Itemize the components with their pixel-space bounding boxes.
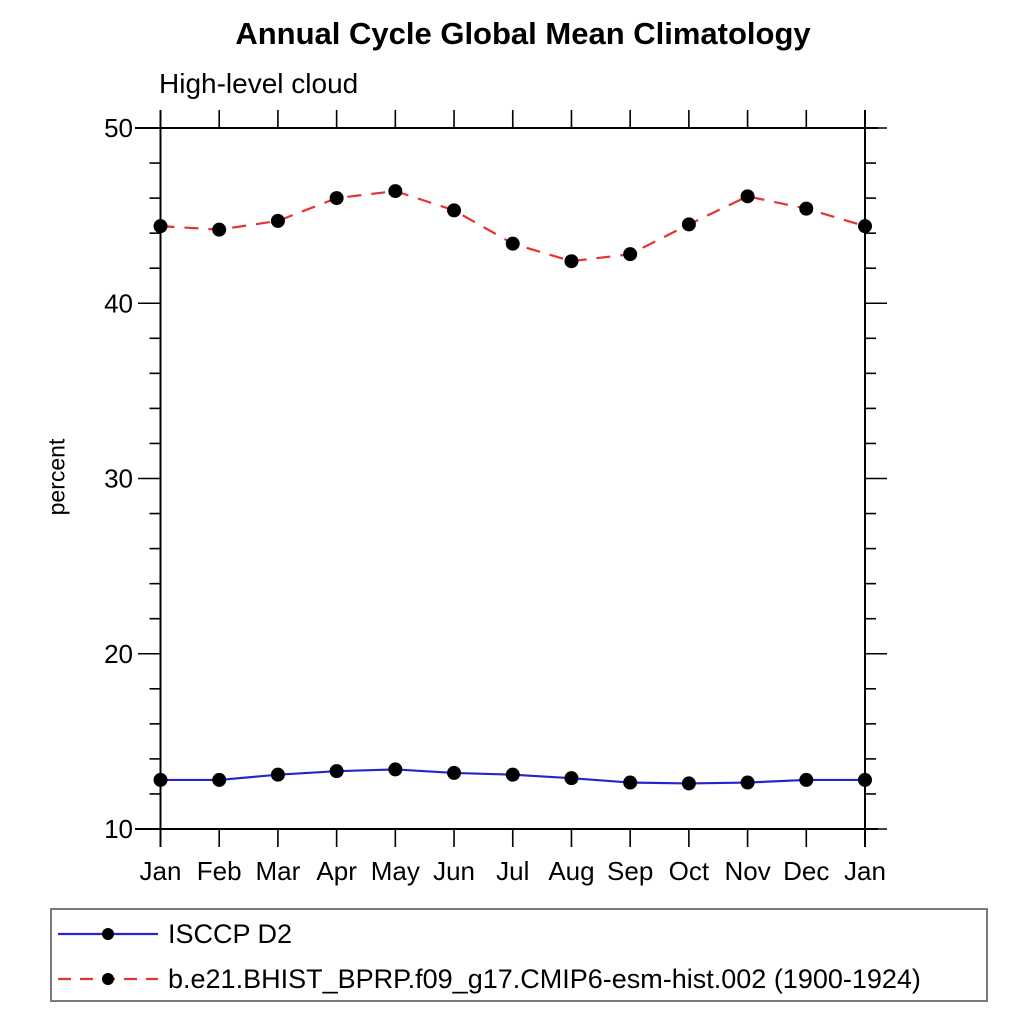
y-tick-label: 10 xyxy=(104,814,133,844)
legend-item-isccp: ISCCP D2 xyxy=(52,913,986,955)
data-point-marker xyxy=(212,772,227,787)
x-tick-label: May xyxy=(371,856,420,886)
x-tick-label: Sep xyxy=(607,856,653,886)
data-point-marker xyxy=(858,772,872,787)
x-tick-label: Dec xyxy=(783,856,829,886)
legend-marker-icon xyxy=(102,973,114,985)
chart-subtitle: High-level cloud xyxy=(159,68,359,99)
x-tick-label: Jan xyxy=(844,856,886,886)
y-tick-label: 50 xyxy=(104,113,133,143)
data-point-marker xyxy=(270,213,285,228)
legend: ISCCP D2 b.e21.BHIST_BPRP.f09_g17.CMIP6-… xyxy=(50,908,988,1002)
legend-marker-icon xyxy=(102,928,114,940)
data-point-marker xyxy=(505,767,520,782)
x-tick-label: Feb xyxy=(197,856,242,886)
data-point-marker xyxy=(270,767,285,782)
legend-dashed-line-icon xyxy=(58,973,158,985)
data-point-marker xyxy=(329,764,344,779)
data-point-marker xyxy=(388,184,403,199)
data-point-marker xyxy=(505,236,520,251)
data-point-marker xyxy=(740,189,755,204)
data-point-marker xyxy=(153,219,168,234)
x-tick-label: Oct xyxy=(669,856,710,886)
data-point-marker xyxy=(564,771,579,786)
x-tick-label: Aug xyxy=(548,856,594,886)
data-point-marker xyxy=(799,772,814,787)
data-point-marker xyxy=(388,762,403,777)
data-point-marker xyxy=(858,219,872,234)
series-line-1 xyxy=(160,189,866,263)
y-tick-label: 40 xyxy=(104,288,133,318)
x-tick-label: Mar xyxy=(256,856,301,886)
x-tick-label: Jan xyxy=(140,856,182,886)
legend-solid-line-icon xyxy=(58,928,158,940)
legend-label: ISCCP D2 xyxy=(168,918,293,949)
data-point-marker xyxy=(623,775,638,790)
data-point-marker xyxy=(799,201,814,216)
y-tick-label: 30 xyxy=(104,464,133,494)
data-point-marker xyxy=(447,765,462,780)
data-point-marker xyxy=(212,222,227,237)
x-tick-label: Apr xyxy=(316,856,357,886)
data-point-marker xyxy=(623,247,638,262)
data-point-marker xyxy=(681,217,696,232)
data-point-marker xyxy=(681,776,696,791)
x-tick-label: Jun xyxy=(433,856,475,886)
data-point-marker xyxy=(564,254,579,269)
data-point-marker xyxy=(447,203,462,218)
data-point-marker xyxy=(153,772,168,787)
legend-item-model: b.e21.BHIST_BPRP.f09_g17.CMIP6-esm-hist.… xyxy=(52,958,986,1000)
legend-label: b.e21.BHIST_BPRP.f09_g17.CMIP6-esm-hist.… xyxy=(168,963,921,994)
x-tick-label: Nov xyxy=(724,856,770,886)
chart-title: Annual Cycle Global Mean Climatology xyxy=(235,16,811,51)
data-point-marker xyxy=(740,775,755,790)
y-tick-label: 20 xyxy=(104,639,133,669)
data-point-marker xyxy=(329,191,344,206)
x-tick-label: Jul xyxy=(496,856,529,886)
